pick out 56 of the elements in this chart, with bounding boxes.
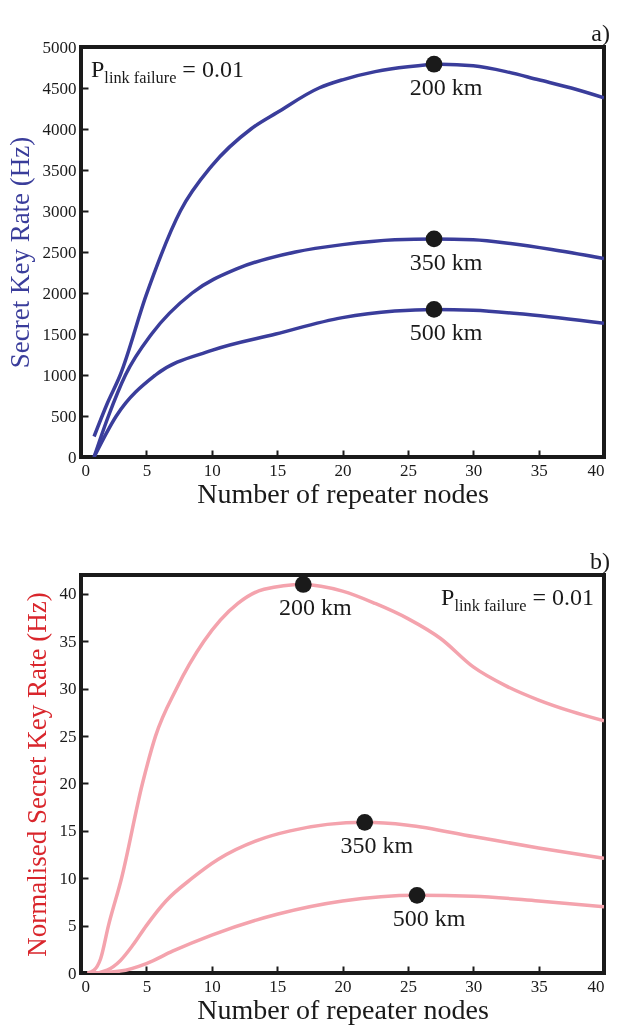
x-tick-label: 25 bbox=[399, 976, 417, 996]
point bbox=[294, 576, 312, 593]
x-tick-label: 5 bbox=[142, 976, 152, 996]
y-tick-label: 35 bbox=[59, 631, 77, 651]
y-axis-title: Normalised Secret Key Rate (Hz) bbox=[21, 592, 52, 957]
y-tick-label: 0 bbox=[68, 447, 77, 467]
y-tick-label: 3000 bbox=[42, 201, 77, 221]
point bbox=[408, 886, 426, 904]
x-tick-label: 35 bbox=[530, 460, 548, 480]
y-tick-label: 3500 bbox=[42, 160, 77, 180]
y-tick-label: 500 bbox=[51, 406, 77, 426]
y-tick-label: 20 bbox=[59, 773, 77, 793]
annotation: 500 km bbox=[392, 905, 466, 932]
x-tick-label: 20 bbox=[334, 460, 352, 480]
x-tick-label: 15 bbox=[269, 460, 287, 480]
y-tick-label: 4500 bbox=[42, 78, 77, 98]
annotation: 350 km bbox=[340, 832, 414, 859]
x-tick-label: 15 bbox=[269, 976, 287, 996]
x-axis-title: Number of repeater nodes bbox=[197, 477, 489, 509]
x-tick-label: 30 bbox=[465, 460, 483, 480]
x-tick-label: 40 bbox=[587, 976, 605, 996]
annotation: 350 km bbox=[409, 248, 483, 275]
text: b) bbox=[590, 548, 611, 574]
point bbox=[356, 813, 374, 831]
y-tick-label: 5 bbox=[68, 916, 77, 936]
x-tick-label: 0 bbox=[81, 976, 90, 996]
y-tick-label: 2000 bbox=[42, 283, 77, 303]
annotation: 500 km bbox=[409, 319, 483, 346]
point bbox=[425, 301, 443, 318]
y-axis-title: Secret Key Rate (Hz) bbox=[4, 136, 35, 369]
x-tick-label: 0 bbox=[81, 460, 90, 480]
y-tick-label: 0 bbox=[68, 963, 77, 983]
x-tick-label: 30 bbox=[465, 976, 483, 996]
y-tick-label: 10 bbox=[59, 868, 77, 888]
x-tick-label: 20 bbox=[334, 976, 352, 996]
y-tick-label: 15 bbox=[59, 821, 77, 841]
y-tick-label: 25 bbox=[59, 726, 77, 746]
y-tick-label: 40 bbox=[59, 584, 77, 604]
point bbox=[425, 230, 443, 248]
y-tick-label: 5000 bbox=[42, 37, 77, 57]
y-tick-label: 2500 bbox=[42, 242, 77, 262]
text: a) bbox=[591, 20, 611, 46]
x-tick-label: 5 bbox=[142, 460, 152, 480]
x-tick-label: 25 bbox=[399, 460, 417, 480]
point bbox=[425, 55, 443, 73]
x-axis-title: Number of repeater nodes bbox=[197, 993, 489, 1025]
y-tick-label: 1500 bbox=[42, 324, 77, 344]
x-tick-label: 40 bbox=[587, 460, 605, 480]
x-tick-label: 10 bbox=[203, 976, 221, 996]
x-tick-label: 35 bbox=[530, 976, 548, 996]
annotation: 200 km bbox=[409, 74, 483, 101]
y-tick-label: 1000 bbox=[42, 365, 77, 385]
x-tick-label: 10 bbox=[203, 460, 221, 480]
annotation: 200 km bbox=[278, 594, 352, 621]
y-tick-label: 4000 bbox=[42, 119, 77, 139]
y-tick-label: 30 bbox=[59, 679, 77, 699]
